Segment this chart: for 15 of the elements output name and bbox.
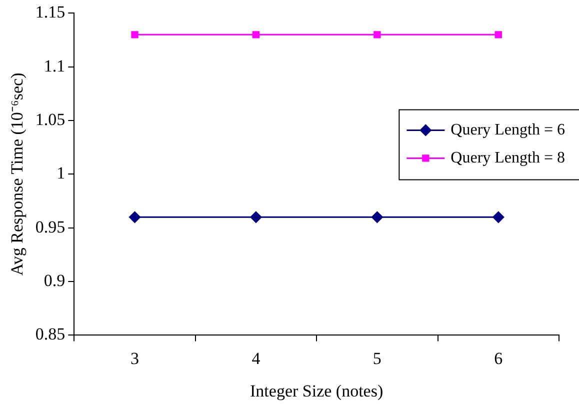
y-tick-label: 0.85: [35, 324, 66, 344]
x-tick-label: 5: [372, 348, 382, 368]
y-tick-label: 0.95: [35, 217, 66, 236]
x-tick-label: 4: [252, 348, 261, 368]
y-tick-label: 1.05: [35, 110, 66, 129]
x-tick-label: 3: [130, 348, 140, 368]
legend-label: Query Length = 8: [450, 149, 565, 166]
legend-label: Query Length = 6: [450, 121, 565, 138]
y-tick-label: 1.1: [44, 56, 66, 76]
x-axis-title: Integer Size (notes): [250, 381, 384, 400]
y-tick-label: 0.9: [44, 271, 66, 290]
y-tick-label: 1.15: [35, 2, 66, 22]
y-axis-title: Avg Response Time (10⁻⁶sec): [8, 72, 27, 276]
x-tick-label: 6: [494, 348, 503, 368]
y-tick-label: 1: [56, 164, 66, 183]
